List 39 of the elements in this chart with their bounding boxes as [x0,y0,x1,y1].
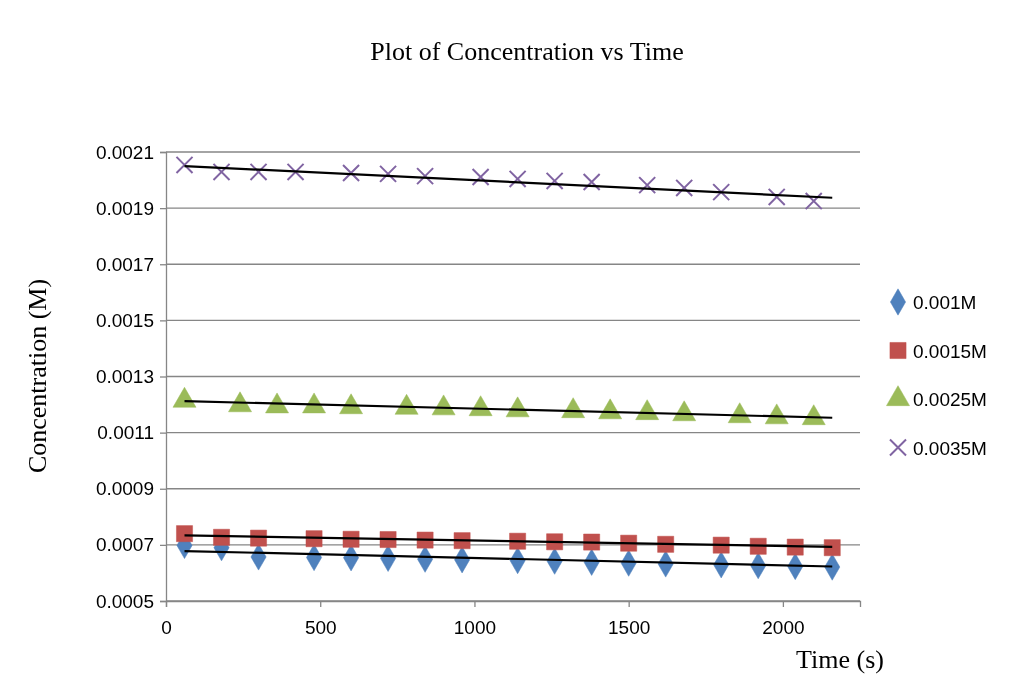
legend-label: 0.0025M [913,389,987,410]
point [416,167,435,186]
point [286,162,305,181]
point [582,173,601,192]
point [176,525,193,542]
y-tick-label: 0.0017 [95,253,154,275]
legend-label: 0.0015M [913,340,987,362]
chart-title: Plot of Concentration vs Time [370,37,684,66]
legend-label: 0.0035M [913,437,987,459]
point [675,178,694,197]
point [175,155,194,174]
point [249,162,268,181]
y-tick-label: 0.0005 [95,590,154,612]
x-tick-label: 1000 [453,617,497,639]
y-tick-label: 0.0021 [95,141,154,163]
y-tick-label: 0.0009 [95,478,154,500]
x-tick-label: 500 [304,617,337,639]
y-tick-label: 0.0015 [95,309,154,331]
point [508,169,527,188]
point [767,187,786,206]
y-axis-title: Concentration (M) [23,278,52,474]
y-tick-label: 0.0013 [95,366,154,388]
point [823,539,841,556]
x-axis-title: Time (s) [796,645,884,674]
point [638,176,657,195]
y-tick-label: 0.0011 [97,422,154,444]
y-tick-label: 0.0019 [95,197,154,219]
point [545,171,564,190]
point [379,164,398,183]
point [712,183,731,202]
x-tick-label: 1500 [608,617,651,639]
point [804,192,823,211]
legend-label: 0.001M [913,292,977,313]
y-tick-label: 0.0007 [95,534,154,556]
point [471,167,490,186]
x-tick-label: 2000 [762,617,805,639]
point [212,162,231,181]
point [342,164,361,183]
x-tick-label: 0 [161,617,172,639]
